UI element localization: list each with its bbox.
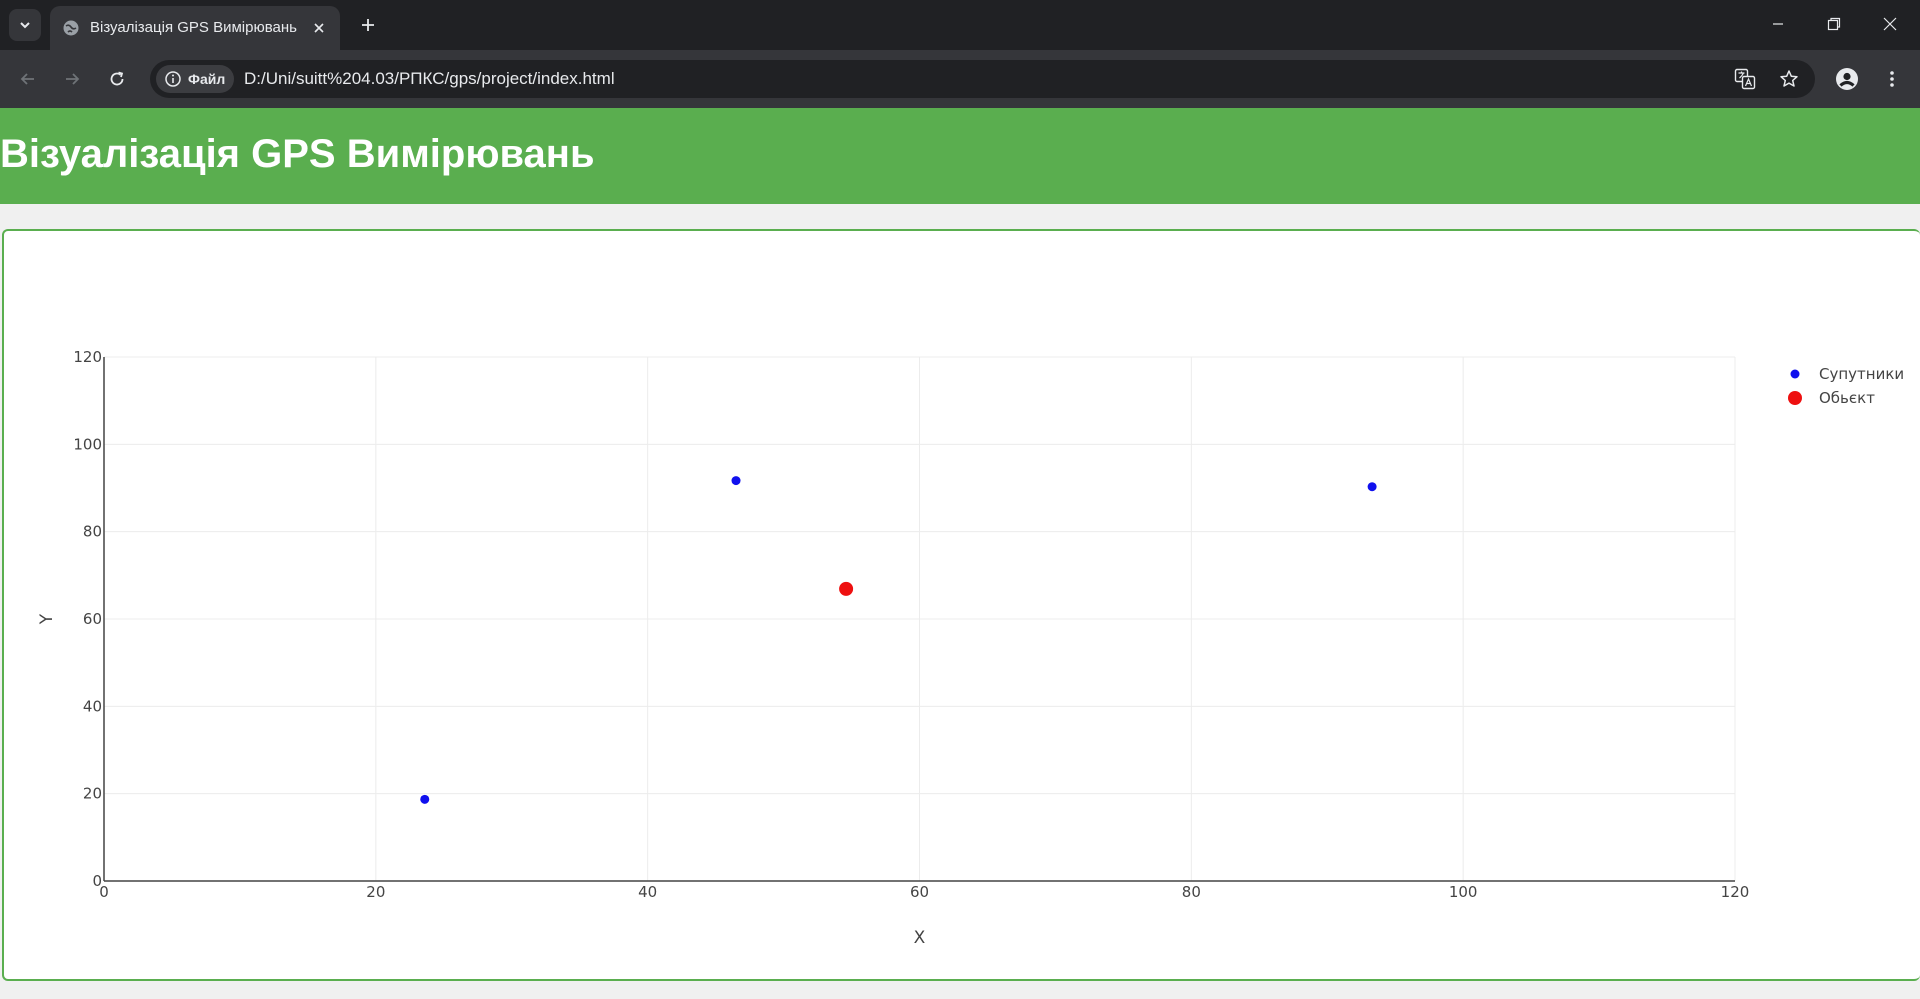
x-tick-label: 120: [1721, 883, 1750, 901]
x-tick-label: 40: [638, 883, 657, 901]
y-tick-label: 40: [83, 697, 102, 715]
info-icon: [165, 71, 181, 87]
satellite-point: [1367, 482, 1377, 492]
minimize-button[interactable]: [1750, 0, 1806, 48]
arrow-left-icon: [20, 73, 34, 85]
chart-container: 0 20 40 60 80 100 120 0 20 40 60 80 100 120 X Y Супутник…: [2, 229, 1920, 981]
page-title: Візуалізація GPS Вимірювань: [0, 132, 595, 176]
browser-toolbar: Файл D:/Uni/suitt%204.03/РПКС/gps/projec…: [0, 50, 1920, 108]
x-tick-label: 20: [366, 883, 385, 901]
bookmark-button[interactable]: [1777, 67, 1801, 91]
x-axis-title: X: [914, 928, 926, 948]
x-tick-label: 60: [910, 883, 929, 901]
site-info-label: Файл: [188, 71, 226, 87]
restore-icon: [1827, 17, 1841, 31]
y-tick-label: 80: [83, 523, 102, 541]
object-point: [839, 581, 854, 596]
y-tick-label: 100: [73, 435, 102, 453]
close-window-button[interactable]: [1862, 0, 1918, 48]
y-tick-label: 120: [73, 348, 102, 366]
profile-button[interactable]: [1831, 63, 1863, 95]
arrow-right-icon: [66, 73, 80, 85]
legend-label[interactable]: Обьєкт: [1819, 389, 1875, 407]
restore-button[interactable]: [1806, 0, 1862, 48]
chevron-down-icon: [20, 22, 30, 29]
minimize-icon: [1773, 23, 1783, 25]
plus-icon: [362, 19, 374, 31]
url-text[interactable]: D:/Uni/suitt%204.03/РПКС/gps/project/ind…: [244, 69, 615, 88]
y-tick-label: 20: [83, 785, 102, 803]
x-tick-label: 80: [1182, 883, 1201, 901]
browser-tab-bar: Візуалізація GPS Вимірювань: [0, 0, 1920, 50]
forward-button[interactable]: [56, 63, 88, 95]
legend-label[interactable]: Супутники: [1819, 365, 1904, 383]
reload-icon: [110, 71, 124, 86]
satellite-point: [420, 794, 430, 804]
scatter-plot: 0 20 40 60 80 100 120 0 20 40 60 80 100 120 X Y Супутник…: [37, 348, 1904, 948]
site-info-button[interactable]: Файл: [156, 65, 234, 93]
close-icon: [1883, 17, 1897, 31]
y-axis-title: Y: [37, 613, 57, 625]
back-button[interactable]: [12, 63, 44, 95]
star-icon: [1780, 70, 1798, 87]
x-tick-label: 0: [99, 883, 109, 901]
kebab-menu-icon: [1890, 71, 1894, 87]
y-tick-label: 60: [83, 610, 102, 628]
tab-close-button[interactable]: [308, 17, 330, 39]
satellite-point: [731, 476, 741, 486]
profile-icon: [1836, 68, 1858, 90]
new-tab-button[interactable]: [352, 9, 384, 41]
tab-title: Візуалізація GPS Вимірювань: [90, 19, 297, 36]
tab-search-button[interactable]: [9, 9, 41, 41]
browser-tab-active[interactable]: Візуалізація GPS Вимірювань: [50, 6, 340, 50]
translate-icon: [1734, 68, 1756, 90]
legend-marker[interactable]: [1790, 369, 1800, 379]
address-bar[interactable]: Файл D:/Uni/suitt%204.03/РПКС/gps/projec…: [150, 60, 1815, 98]
reload-button[interactable]: [101, 63, 133, 95]
y-tick-label: 0: [92, 872, 102, 890]
close-icon: [314, 23, 324, 33]
x-tick-label: 100: [1449, 883, 1478, 901]
menu-button[interactable]: [1876, 63, 1908, 95]
globe-icon: [63, 20, 79, 36]
translate-button[interactable]: [1733, 67, 1757, 91]
page-header: Візуалізація GPS Вимірювань: [0, 108, 1920, 204]
legend-marker[interactable]: [1788, 391, 1802, 405]
